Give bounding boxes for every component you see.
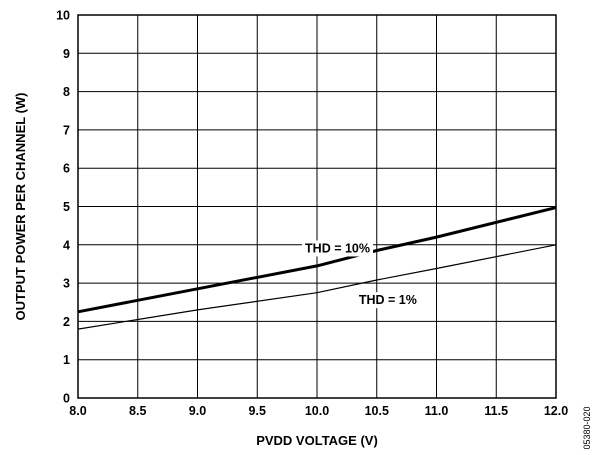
y-tick-label: 1 [63,353,70,367]
y-axis-title: OUTPUT POWER PER CHANNEL (W) [13,93,28,321]
y-tick-label: 8 [63,85,70,99]
x-tick-label: 9.5 [249,404,266,418]
x-tick-label: 10.5 [365,404,389,418]
series-line-thd-10 [77,206,557,314]
x-axis-title: PVDD VOLTAGE (V) [256,433,378,448]
x-axis-ticks: 8.0 8.5 9.0 9.5 10.0 10.5 11.0 11.5 12.0 [69,404,568,418]
y-tick-label: 9 [63,47,70,61]
annotation-thd-1: THD = 1% [359,293,417,307]
y-axis-ticks: 0 1 2 3 4 5 6 7 8 9 10 [56,9,70,406]
annotation-thd-10: THD = 10% [305,241,370,255]
x-tick-label: 12.0 [544,404,568,418]
figure-id: 05380-020 [582,406,592,449]
y-tick-label: 10 [56,9,70,23]
series-line-thd-1 [77,244,557,330]
x-tick-label: 10.0 [305,404,329,418]
y-tick-label: 3 [63,277,70,291]
y-tick-label: 2 [63,315,70,329]
chart-grid [78,15,556,398]
y-tick-label: 6 [63,162,70,176]
y-tick-label: 7 [63,123,70,137]
plot-frame [77,14,557,399]
y-tick-label: 5 [63,200,70,214]
y-tick-label: 0 [63,392,70,406]
x-tick-label: 11.0 [425,404,449,418]
y-tick-label: 4 [63,238,70,252]
x-tick-label: 8.5 [129,404,146,418]
chart-series [77,206,557,330]
annotation-background [355,292,420,309]
x-tick-label: 8.0 [69,404,86,418]
x-tick-label: 11.5 [484,404,508,418]
x-tick-label: 9.0 [189,404,206,418]
annotation-background [302,240,374,257]
